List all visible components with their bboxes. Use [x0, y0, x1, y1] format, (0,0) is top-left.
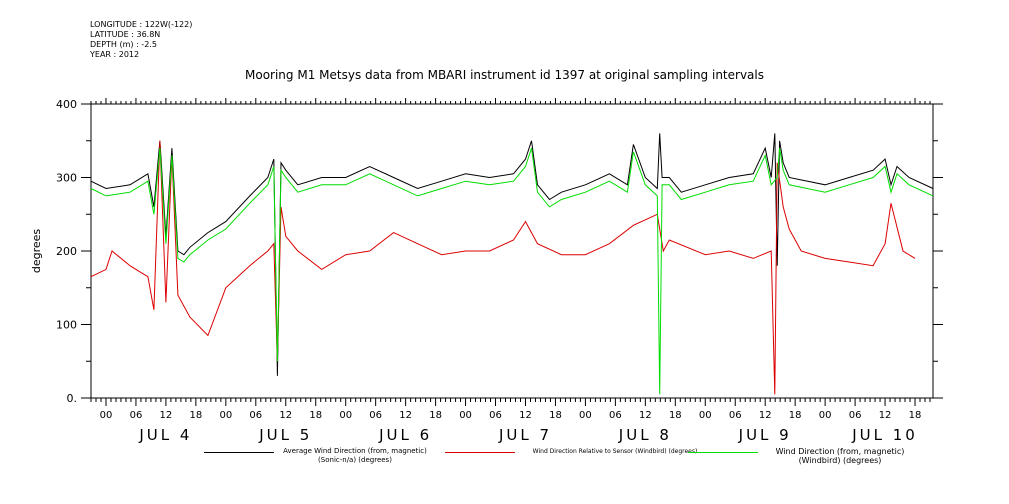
x-hour-label: 06	[729, 410, 742, 421]
x-hour-label: 00	[579, 410, 592, 421]
y-tick-label: 100	[56, 319, 77, 332]
x-hour-label: 12	[399, 410, 412, 421]
x-hour-label: 18	[429, 410, 442, 421]
x-hour-label: 00	[459, 410, 472, 421]
x-hour-label: 06	[849, 410, 862, 421]
legend-label-average: Average Wind Direction (from, magnetic) …	[283, 447, 427, 464]
x-hour-label: 00	[819, 410, 832, 421]
x-hour-label: 06	[609, 410, 622, 421]
legend-swatch-windbird	[688, 452, 758, 453]
x-day-label: JUL 7	[498, 426, 552, 444]
depth-label: DEPTH (m) : -2.5	[90, 40, 157, 49]
x-hour-label: 18	[669, 410, 682, 421]
x-hour-label: 18	[789, 410, 802, 421]
x-hour-label: 12	[879, 410, 892, 421]
year-label: YEAR : 2012	[90, 50, 140, 59]
x-hour-label: 18	[309, 410, 322, 421]
x-day-label: JUL 4	[138, 426, 192, 444]
x-hour-label: 12	[759, 410, 772, 421]
x-hour-label: 18	[909, 410, 922, 421]
y-tick-label: 0.	[67, 392, 78, 405]
y-axis-label: degrees	[30, 229, 43, 274]
x-hour-label: 00	[339, 410, 352, 421]
x-hour-label: 12	[519, 410, 532, 421]
y-tick-label: 200	[56, 245, 77, 258]
x-hour-label: 18	[549, 410, 562, 421]
x-hour-label: 00	[699, 410, 712, 421]
chart-title: Mooring M1 Metsys data from MBARI instru…	[245, 68, 764, 82]
x-hour-label: 12	[639, 410, 652, 421]
legend-label-relative: Wind Direction Relative to Sensor (Windb…	[532, 448, 698, 455]
x-hour-label: 06	[130, 410, 143, 421]
legend-swatch-relative	[445, 452, 515, 453]
x-day-label: JUL 9	[738, 426, 792, 444]
legend-swatch-average	[204, 452, 274, 453]
series-average-wind-direction	[90, 133, 934, 376]
x-hour-label: 06	[249, 410, 262, 421]
x-day-label: JUL 8	[618, 426, 672, 444]
x-hour-label: 06	[369, 410, 382, 421]
series-relative-wind-direction	[90, 140, 916, 395]
x-hour-label: 00	[100, 410, 113, 421]
x-hour-label: 18	[190, 410, 203, 421]
x-day-label: JUL 5	[258, 426, 312, 444]
x-hour-label: 06	[489, 410, 502, 421]
x-day-label: JUL 10	[851, 426, 918, 444]
mooring-metadata: LONGITUDE : 122W(-122) LATITUDE : 36.8N …	[90, 20, 192, 60]
longitude-label: LONGITUDE : 122W(-122)	[90, 20, 193, 29]
x-hour-label: 12	[160, 410, 173, 421]
series-windbird-wind-direction	[90, 147, 934, 395]
legend-label-windbird: Wind Direction (from, magnetic) (Windbir…	[775, 447, 905, 465]
x-hour-label: 12	[279, 410, 292, 421]
x-hour-label: 00	[219, 410, 232, 421]
y-tick-label: 300	[56, 172, 77, 185]
plot-frame	[90, 103, 934, 399]
latitude-label: LATITUDE : 36.8N	[90, 30, 161, 39]
y-tick-label: 400	[56, 98, 77, 111]
x-day-label: JUL 6	[378, 426, 432, 444]
